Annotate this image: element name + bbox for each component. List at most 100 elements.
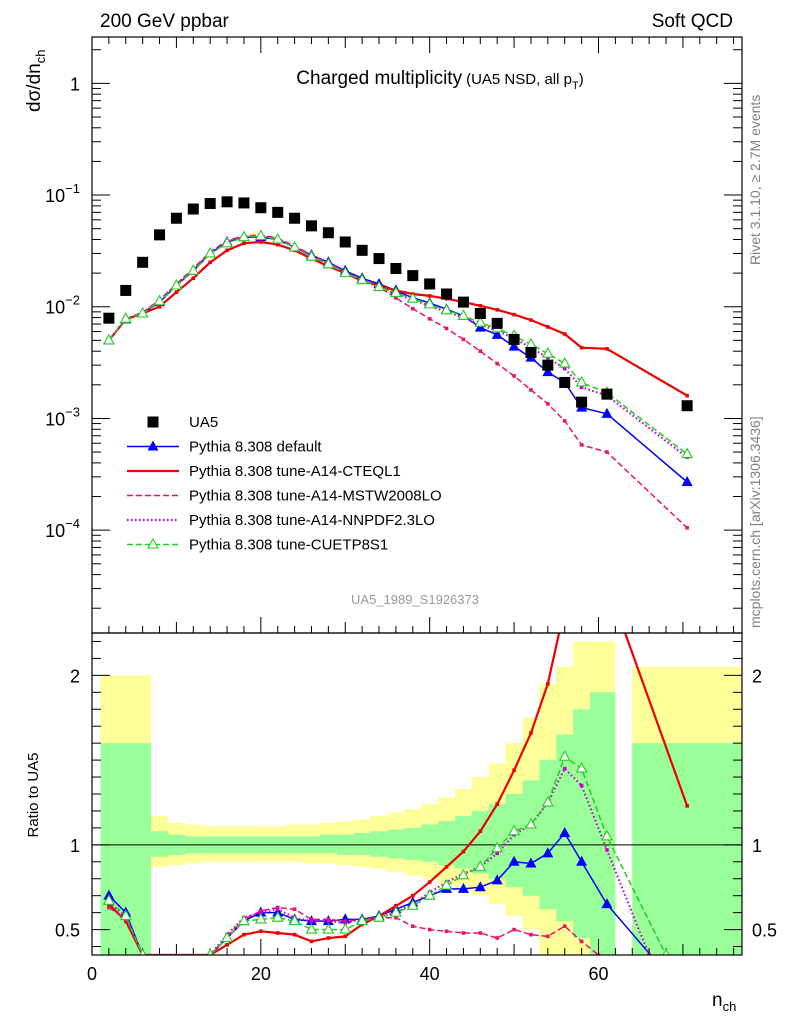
main-point-ua5-14 (339, 236, 351, 248)
main-point-ua5-16 (373, 253, 385, 265)
main-point-pythia-8-308-tune-a14-mstw2008lo-17 (394, 296, 398, 300)
ratio-point-pythia-8-308-tune-a14-mstw2008lo-17 (444, 929, 449, 934)
main-point-ua5-29 (601, 388, 613, 400)
main-point-pythia-8-308-tune-cuetp8s1-11 (288, 240, 301, 252)
ratio-axis-ticks: 0 20 40 60 0.5 0.5 1 1 2 2 (55, 640, 777, 984)
ratio-point-pythia-8-308-tune-a14-mstw2008lo-0 (107, 905, 111, 910)
y-tick-base-1: 10 (45, 409, 65, 429)
main-point-ua5-22 (474, 308, 486, 320)
band-inner-19 (454, 816, 472, 869)
main-point-pythia-8-308-tune-cuetp8s1-30 (681, 447, 694, 459)
main-point-pythia-8-308-tune-a14-nnpdf2-3lo-27 (562, 366, 567, 371)
main-point-pythia-8-308-tune-a14-mstw2008lo-26 (546, 402, 550, 406)
ratio-point-pythia-8-308-tune-cuetp8s1-17 (440, 878, 453, 890)
main-point-pythia-8-308-tune-cuetp8s1-21 (457, 309, 470, 320)
main-point-pythia-8-308-default-24 (508, 340, 520, 351)
main-point-pythia-8-308-tune-a14-mstw2008lo-29 (605, 450, 609, 454)
legend-entry-pythia-8-308-tune-cuetp8s1: Pythia 8.308 tune-CUETP8S1 (127, 537, 388, 554)
ratio-point-pythia-8-308-tune-cuetp8s1-15 (406, 899, 419, 910)
main-point-pythia-8-308-tune-a14-cteql1-3 (157, 304, 162, 309)
main-point-pythia-8-308-tune-a14-nnpdf2-3lo-28 (579, 385, 584, 390)
main-point-pythia-8-308-tune-cuetp8s1-2 (136, 306, 149, 318)
ratio-tick-label-right-2: 2 (752, 666, 762, 686)
legend-marker-5 (147, 537, 159, 549)
y-tick-exponent-3: −1 (65, 181, 80, 196)
ratio-tick-label-left-0: 0.5 (55, 921, 80, 941)
ratio-point-pythia-8-308-tune-a14-nnpdf2-3lo-20 (495, 851, 499, 856)
main-plot-series (102, 196, 694, 530)
ratio-point-pythia-8-308-tune-a14-nnpdf2-3lo-7 (275, 907, 280, 912)
main-point-pythia-8-308-tune-a14-cteql1-25 (529, 318, 533, 322)
legend-marker-1 (147, 440, 159, 451)
legend: UA5 Pythia 8.308 default Pythia 8.308 tune… (127, 414, 442, 554)
ratio-point-pythia-8-308-tune-cuetp8s1-2 (138, 948, 147, 955)
ratio-point-pythia-8-308-default-25 (576, 855, 588, 866)
main-axis-ticks: 10−410−310−210−11 (45, 37, 742, 633)
main-point-ua5-11 (289, 212, 301, 224)
main-point-pythia-8-308-tune-a14-cteql1-9 (259, 240, 263, 244)
main-point-pythia-8-308-tune-a14-mstw2008lo-23 (495, 361, 499, 366)
legend-label-4: Pythia 8.308 tune-A14-NNPDF2.3LO (189, 512, 435, 529)
ratio-point-pythia-8-308-tune-a14-nnpdf2-3lo-25 (579, 783, 584, 788)
ratio-point-pythia-8-308-tune-a14-cteql1-26 (685, 804, 689, 808)
main-point-pythia-8-308-tune-cuetp8s1-3 (153, 294, 166, 306)
main-point-pythia-8-308-tune-a14-mstw2008lo-18 (410, 306, 415, 311)
legend-entry-pythia-8-308-tune-a14-mstw2008lo: Pythia 8.308 tune-A14-MSTW2008LO (127, 488, 442, 505)
ratio-point-pythia-8-308-tune-a14-nnpdf2-3lo-9 (309, 919, 314, 923)
band-inner-21 (488, 804, 506, 879)
ratio-point-pythia-8-308-tune-cuetp8s1-27 (662, 948, 670, 955)
legend-label-2: Pythia 8.308 tune-A14-CTEQL1 (189, 463, 401, 480)
band-inner-15 (387, 829, 405, 859)
main-point-pythia-8-308-tune-a14-cteql1-5 (191, 276, 196, 281)
main-point-ua5-1 (120, 284, 132, 296)
y-tick-label-4: 1 (70, 74, 80, 94)
band-inner-1 (151, 831, 168, 857)
ratio-point-pythia-8-308-tune-a14-cteql1-8 (292, 932, 297, 937)
band-inner-23 (522, 780, 540, 896)
main-point-pythia-8-308-tune-a14-cteql1-30 (685, 393, 689, 398)
main-point-pythia-8-308-tune-cuetp8s1-20 (440, 303, 453, 315)
ratio-point-pythia-8-308-tune-cuetp8s1-26 (601, 829, 613, 841)
main-point-pythia-8-308-tune-a14-mstw2008lo-27 (562, 419, 567, 423)
band-inner-16 (404, 827, 422, 861)
main-point-pythia-8-308-tune-a14-cteql1-10 (275, 242, 280, 247)
ratio-point-pythia-8-308-tune-cuetp8s1-25 (575, 761, 588, 773)
y-axis-label-main: dσ/dnch (24, 50, 48, 112)
ratio-point-pythia-8-308-tune-a14-mstw2008lo-25 (579, 939, 584, 944)
ratio-point-pythia-8-308-tune-a14-cteql1-24 (563, 606, 567, 610)
main-point-ua5-17 (390, 263, 402, 275)
main-point-ua5-4 (170, 212, 182, 224)
main-point-ua5-2 (137, 256, 149, 268)
ratio-point-pythia-8-308-tune-a14-cteql1-17 (444, 865, 449, 869)
band-inner-14 (370, 831, 388, 857)
main-point-ua5-26 (542, 359, 554, 371)
main-point-pythia-8-308-tune-a14-cteql1-24 (512, 312, 516, 317)
main-point-pythia-8-308-tune-cuetp8s1-9 (254, 229, 267, 241)
ratio-point-pythia-8-308-tune-a14-mstw2008lo-23 (546, 934, 550, 939)
x-tick-label-0: 0 (87, 964, 97, 984)
main-point-ua5-20 (441, 288, 453, 300)
main-point-ua5-19 (424, 278, 436, 290)
main-point-pythia-8-308-tune-a14-cteql1-29 (605, 347, 609, 351)
y-tick-label-3: 10−1 (45, 181, 80, 206)
ratio-point-pythia-8-308-tune-cuetp8s1-8 (288, 914, 301, 926)
ratio-point-pythia-8-308-default-20 (491, 874, 503, 885)
legend-label-1: Pythia 8.308 default (189, 439, 322, 456)
main-point-pythia-8-308-tune-cuetp8s1-10 (271, 232, 284, 244)
main-ua5 (103, 196, 693, 412)
y-tick-label-2: 10−2 (45, 293, 80, 318)
main-point-ua5-18 (407, 270, 419, 282)
band-inner-28 (632, 743, 742, 955)
ratio-point-pythia-8-308-default-23 (542, 847, 554, 858)
ratio-tick-label-right-1: 1 (752, 836, 762, 856)
y-tick-label-0: 10−4 (45, 516, 80, 541)
y-tick-base-0: 10 (45, 521, 65, 541)
ratio-point-pythia-8-308-tune-a14-mstw2008lo-8 (292, 907, 297, 912)
ratio-point-pythia-8-308-tune-cuetp8s1-24 (558, 750, 571, 761)
legend-entry-pythia-8-308-tune-a14-cteql1: Pythia 8.308 tune-A14-CTEQL1 (127, 463, 401, 480)
ratio-point-pythia-8-308-tune-cuetp8s1-21 (508, 824, 521, 836)
main-point-pythia-8-308-tune-cuetp8s1-0 (102, 333, 115, 345)
main-point-pythia-8-308-tune-cuetp8s1-16 (373, 280, 385, 292)
ratio-tick-label-left-1: 1 (70, 836, 80, 856)
ratio-point-pythia-8-308-tune-cuetp8s1-13 (373, 911, 385, 922)
